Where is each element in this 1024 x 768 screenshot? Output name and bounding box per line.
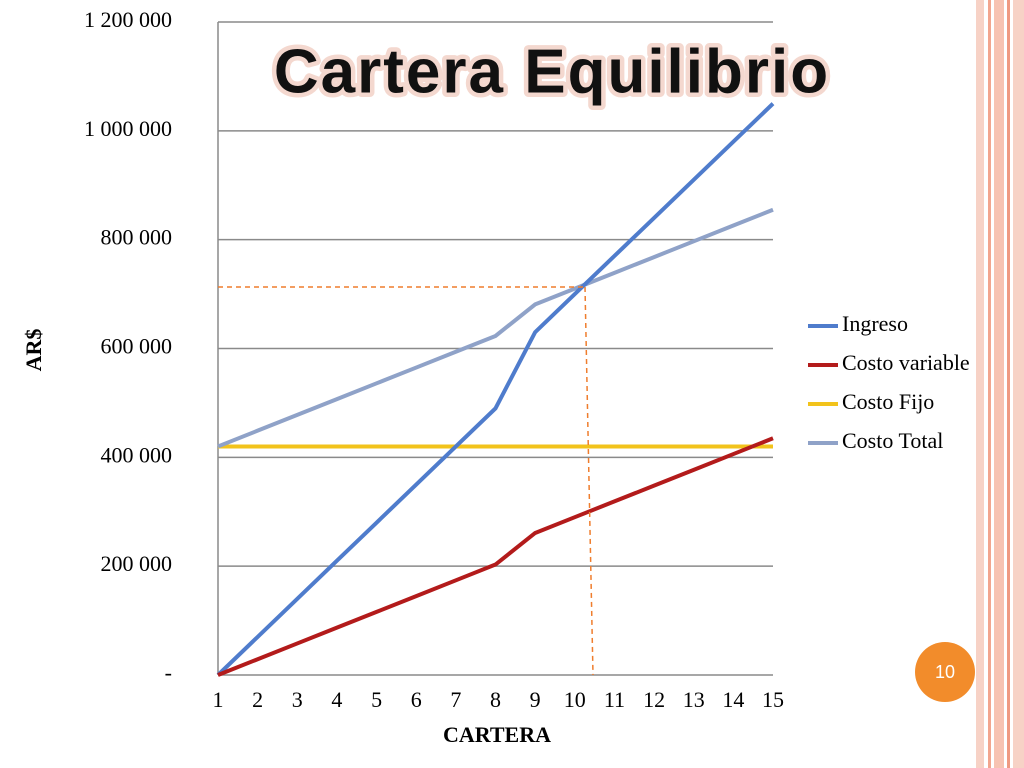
- x-tick-label: 4: [331, 687, 342, 712]
- legend-label: Costo variable: [842, 350, 970, 375]
- page-number: 10: [935, 662, 955, 682]
- stripe: [976, 0, 984, 768]
- y-tick-label: 800 000: [101, 225, 173, 250]
- legend-label: Costo Fijo: [842, 389, 934, 414]
- break-even-guide: [584, 286, 594, 676]
- legend-label: Ingreso: [842, 311, 908, 336]
- x-tick-label: 9: [530, 687, 541, 712]
- x-tick-label: 15: [762, 687, 784, 712]
- x-tick-label: 10: [564, 687, 586, 712]
- x-tick-label: 13: [683, 687, 705, 712]
- plot: - 200 000 400 000 600 000 800 000 1 000 000 1 …: [84, 7, 970, 712]
- legend-label: Costo Total: [842, 428, 943, 453]
- x-tick-label: 5: [371, 687, 382, 712]
- y-tick-label: 600 000: [101, 334, 173, 359]
- y-tick-label: 400 000: [101, 442, 173, 467]
- y-tick-label: 1 200 000: [84, 7, 172, 32]
- x-tick-label: 1: [213, 687, 224, 712]
- series-line: [217, 207, 774, 449]
- x-tick-label: 14: [722, 687, 744, 712]
- chart-title: Cartera Equilibrio: [274, 37, 830, 106]
- y-tick-label: -: [165, 660, 172, 685]
- x-tick-label: 6: [411, 687, 422, 712]
- x-tick-label: 2: [252, 687, 263, 712]
- side-stripes: [976, 0, 1024, 768]
- x-tick-label: 7: [450, 687, 461, 712]
- y-axis-label: AR$: [21, 329, 46, 372]
- x-tick-label: 8: [490, 687, 501, 712]
- series-line: [216, 102, 775, 677]
- stripe: [994, 0, 1004, 768]
- stripe: [1013, 0, 1024, 768]
- y-tick-label: 1 000 000: [84, 116, 172, 141]
- stripe: [988, 0, 991, 768]
- x-axis-label: CARTERA: [443, 722, 551, 747]
- stripe: [1007, 0, 1010, 768]
- series-line: [217, 436, 774, 677]
- x-tick-label: 3: [292, 687, 303, 712]
- page-number-badge: [915, 642, 975, 702]
- x-tick-label: 11: [604, 687, 625, 712]
- y-tick-label: 200 000: [101, 551, 173, 576]
- x-tick-label: 12: [643, 687, 665, 712]
